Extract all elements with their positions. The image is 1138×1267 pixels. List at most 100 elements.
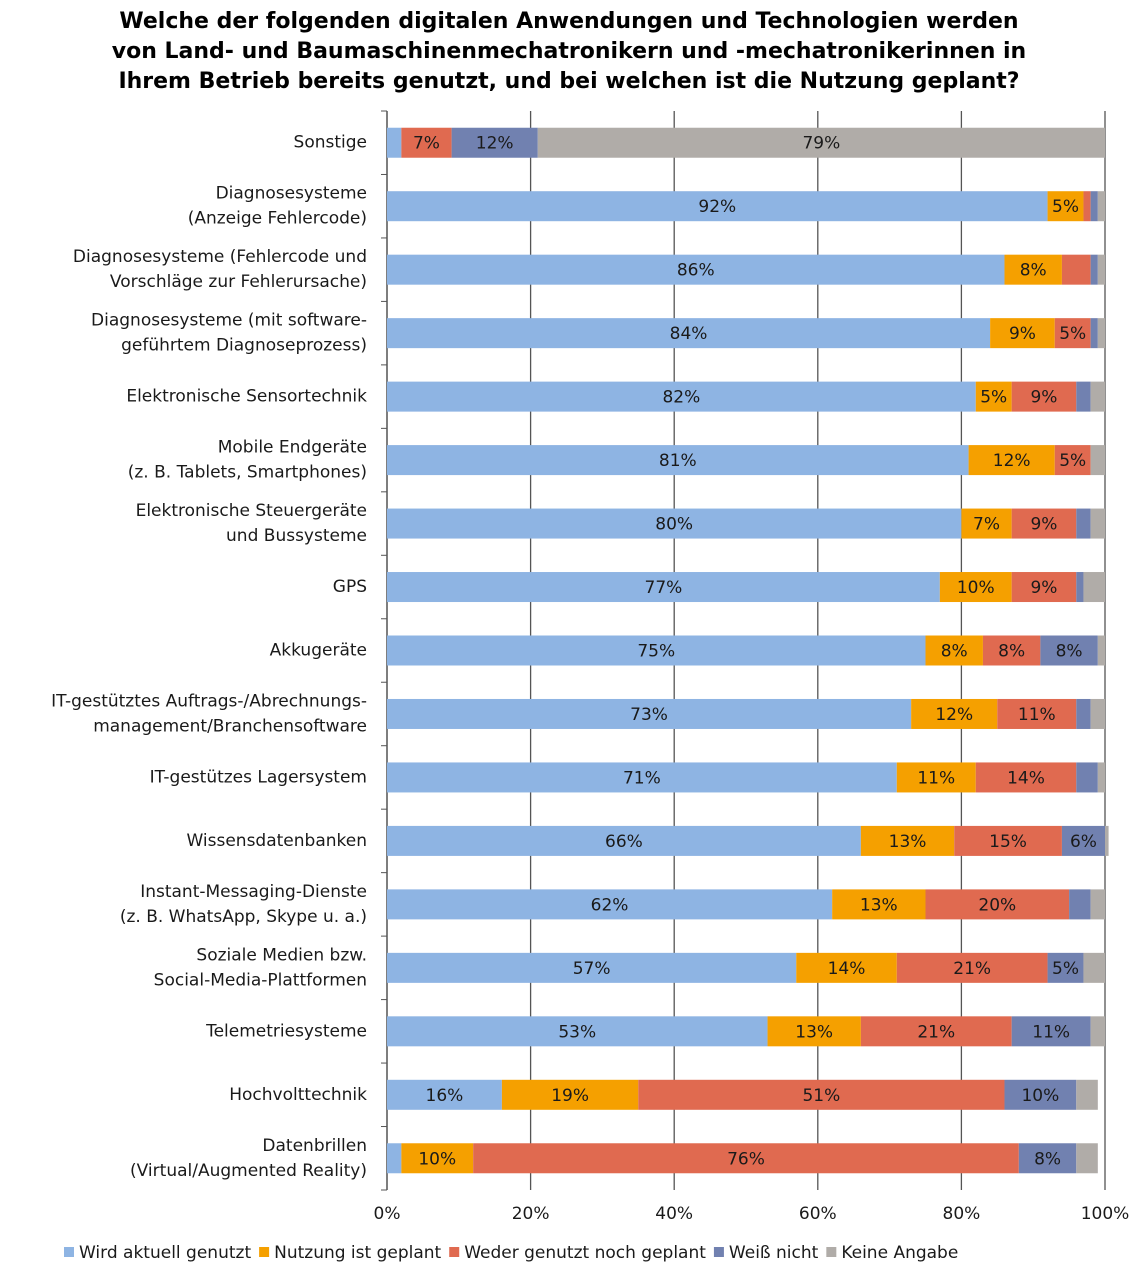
bar-segment [401,127,452,158]
bar-segment [537,127,1105,158]
legend-swatch [259,1247,270,1257]
bar-segment [1097,191,1105,222]
data-label: 57% [573,959,611,979]
data-label: 51% [802,1086,840,1106]
bar-segment [1090,1016,1105,1047]
bar-segment [1097,254,1105,285]
y-tick-label: management/Branchensoftware [93,716,367,736]
data-label: 13% [860,895,898,915]
bar-segment [1054,445,1091,476]
data-label: 66% [605,832,643,852]
data-label: 21% [917,1022,955,1042]
data-label: 11% [917,768,955,788]
x-tick-label: 0% [374,1204,401,1224]
bar-segment [1054,318,1091,349]
bar-segment [767,1016,861,1047]
bar-segment [925,635,983,666]
bar-segment [387,762,897,793]
data-label: 82% [662,388,700,408]
legend-label: Keine Angabe [841,1243,958,1263]
bar-segment [860,825,955,856]
data-label: 20% [978,895,1016,915]
data-label: 21% [953,959,991,979]
data-label: 11% [1032,1022,1070,1042]
bar-segment [1090,508,1105,539]
chart-title: Ihrem Betrieb bereits genutzt, und bei w… [118,69,1019,94]
bar-segment [1090,254,1098,285]
data-label: 10% [1021,1086,1059,1106]
bar-segment [975,381,1012,412]
y-tick-label: Wissensdatenbanken [186,831,367,851]
data-label: 81% [659,451,697,471]
bar-segment [1011,381,1077,412]
bar-segment [1047,191,1084,222]
x-tick-label: 80% [943,1204,981,1224]
data-label: 80% [655,515,693,535]
bar-segment [473,1143,1019,1174]
bar-segment [1004,1079,1077,1110]
bar-segment [451,127,538,158]
bar-segment [1090,318,1098,349]
y-tick-label: Telemetriesysteme [205,1021,367,1041]
y-tick-label: Mobile Endgeräte [218,438,367,458]
data-label: 62% [591,895,629,915]
legend-swatch [713,1247,724,1257]
y-tick-label: Hochvolttechnik [229,1085,367,1105]
data-label: 13% [795,1022,833,1042]
bar-segment [387,952,797,983]
bar-segment [387,698,912,729]
legend-swatch [826,1247,837,1257]
data-label: 6% [1070,832,1097,852]
bar-segment [1076,1143,1098,1174]
y-tick-label: Social-Media-Plattformen [154,970,367,990]
bar-segment [638,1079,1005,1110]
y-tick-label: (z. B. Tablets, Smartphones) [128,463,367,483]
data-label: 8% [1056,642,1083,662]
y-tick-label: Instant-Messaging-Dienste [140,882,367,902]
bar-segment [1040,635,1098,666]
y-tick-label: Datenbrillen [262,1136,367,1156]
data-label: 13% [889,832,927,852]
legend-swatch [64,1247,74,1257]
data-label: 12% [476,134,514,154]
bar-segment [1090,381,1105,412]
y-tick-label: (Anzeige Fehlercode) [188,209,367,229]
y-tick-label: geführtem Diagnoseprozess) [121,336,367,356]
y-tick-label: (Virtual/Augmented Reality) [130,1161,367,1181]
bar-segment [1011,1016,1091,1047]
bar-segment [896,762,976,793]
data-label: 79% [802,134,840,154]
data-label: 19% [551,1086,589,1106]
bar-segment [387,127,402,158]
bar-segment [990,318,1055,349]
bar-segment [796,952,897,983]
bar-segment [1076,381,1091,412]
data-label: 8% [1020,261,1047,281]
data-label: 8% [998,642,1025,662]
data-label: 73% [630,705,668,725]
bar-segment [387,1143,402,1174]
bar-segment [911,698,998,729]
data-label: 5% [1059,451,1086,471]
bar-segment [968,445,1055,476]
data-label: 7% [973,515,1000,535]
y-tick-label: (z. B. WhatsApp, Skype u. a.) [120,907,367,927]
bar-segment [954,825,1062,856]
data-label: 71% [623,768,661,788]
data-label: 12% [993,451,1031,471]
data-label: 10% [418,1149,456,1169]
data-label: 12% [935,705,973,725]
bar-segment [1097,762,1105,793]
bar-segment [387,445,969,476]
data-label: 5% [1052,197,1079,217]
bar-segment [387,254,1005,285]
bar-segment [925,889,1070,920]
bar-segment [975,762,1077,793]
data-label: 92% [698,197,736,217]
data-label: 9% [1009,324,1036,344]
bar-segment [961,508,1012,539]
bar-segment [860,1016,1012,1047]
data-label: 77% [645,578,683,598]
bar-segment [1061,254,1091,285]
bar-segment [1047,952,1084,983]
